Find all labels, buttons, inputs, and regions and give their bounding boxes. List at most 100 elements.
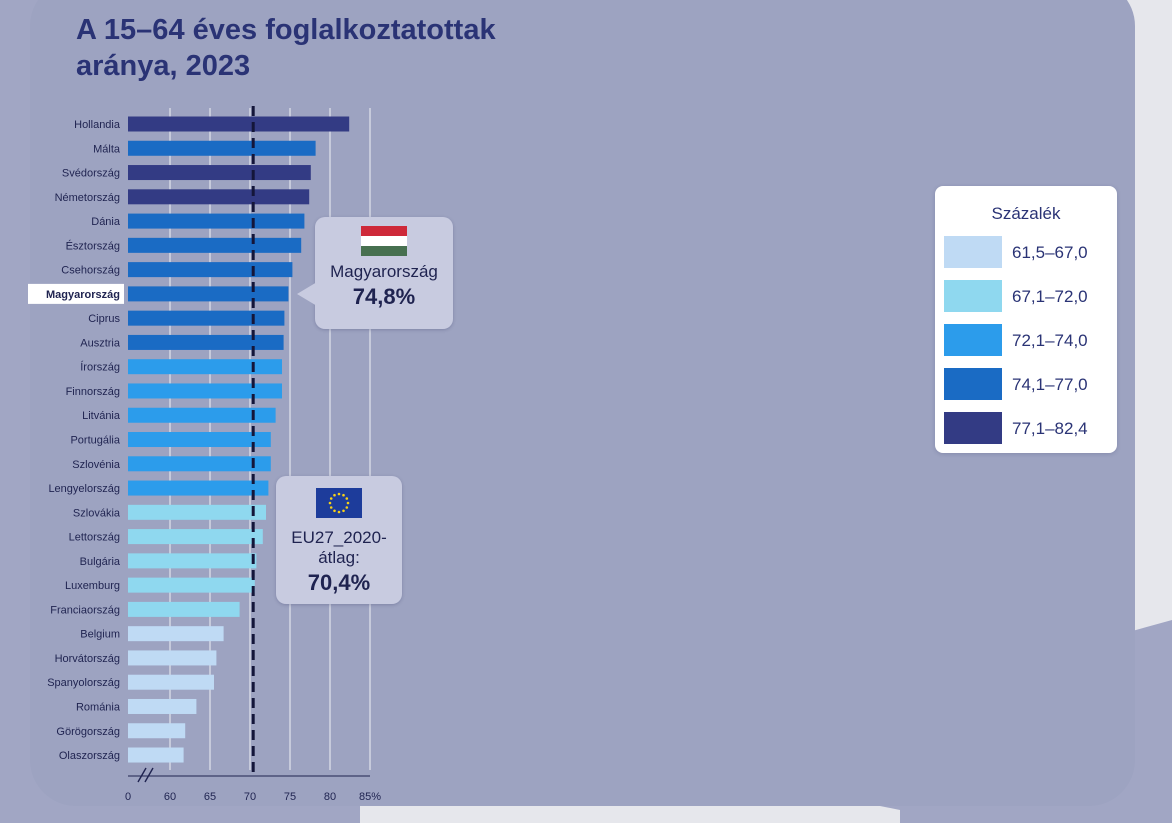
legend-swatch [944, 324, 1002, 356]
category-label: Franciaország [50, 604, 120, 616]
category-label: Svédország [62, 168, 120, 180]
eu-flag-icon [316, 488, 362, 518]
x-tick-label: 75 [284, 791, 296, 803]
eu-callout-name: EU27_2020- átlag: [276, 528, 402, 568]
category-label: Görögország [56, 726, 120, 738]
bar [128, 141, 316, 156]
eu-star-icon [342, 509, 345, 512]
legend-swatch [944, 280, 1002, 312]
eu-average-callout: EU27_2020- átlag: 70,4% [276, 476, 402, 604]
x-tick-label: 80 [324, 791, 336, 803]
category-label: Dánia [91, 216, 121, 228]
legend-title: Százalék [935, 204, 1117, 224]
category-label: Románia [76, 701, 121, 713]
category-label: Málta [93, 143, 121, 155]
bar [128, 675, 214, 690]
legend-swatch [944, 368, 1002, 400]
category-label: Lettország [69, 532, 120, 544]
legend-swatch [944, 236, 1002, 268]
legend-label: 72,1–74,0 [1012, 331, 1088, 351]
category-label: Bulgária [80, 556, 121, 568]
hungary-callout-value: 74,8% [315, 284, 453, 310]
hungary-callout: Magyarország 74,8% [315, 217, 453, 329]
category-label: Luxemburg [65, 580, 120, 592]
x-tick-label: 0 [125, 791, 131, 803]
bar [128, 699, 196, 714]
bar [128, 553, 256, 568]
bar [128, 650, 216, 665]
bar [128, 748, 184, 763]
bar [128, 165, 311, 180]
eu-star-icon [338, 511, 341, 514]
category-label: Finnország [66, 386, 120, 398]
eu-star-icon [345, 497, 348, 500]
eu-star-icon [329, 502, 332, 505]
bar [128, 456, 271, 471]
legend-item: 67,1–72,0 [944, 280, 1114, 312]
legend-item: 74,1–77,0 [944, 368, 1114, 400]
eu-star-icon [345, 506, 348, 509]
hungary-callout-name: Magyarország [315, 262, 453, 282]
legend-label: 61,5–67,0 [1012, 243, 1088, 263]
eu-star-icon [338, 493, 341, 496]
bar [128, 335, 284, 350]
category-label: Belgium [80, 629, 120, 641]
category-label: Magyarország [46, 289, 120, 301]
axis-break-icon [138, 768, 153, 782]
x-axis: 0 60 65 70 75 80 85% [125, 768, 381, 803]
bar [128, 238, 301, 253]
category-label: Írország [80, 361, 120, 374]
eu-callout-value: 70,4% [276, 570, 402, 596]
bar [128, 383, 282, 398]
eu-star-icon [333, 494, 336, 497]
legend-item: 72,1–74,0 [944, 324, 1114, 356]
category-label: Hollandia [74, 119, 121, 131]
bar-chart: Hollandia Málta Svédország Németország Dánia… [0, 0, 420, 823]
bar [128, 602, 240, 617]
legend-label: 74,1–77,0 [1012, 375, 1088, 395]
category-label: Olaszország [59, 750, 120, 762]
bar [128, 723, 185, 738]
category-label: Lengyelország [48, 483, 120, 495]
category-label: Németország [55, 192, 120, 204]
bar [128, 286, 288, 301]
legend-item: 77,1–82,4 [944, 412, 1114, 444]
x-tick-label: 60 [164, 791, 176, 803]
category-label: Szlovénia [72, 459, 121, 471]
legend-label: 67,1–72,0 [1012, 287, 1088, 307]
category-label: Csehország [61, 265, 120, 277]
bars [128, 117, 349, 763]
bar [128, 117, 349, 132]
x-tick-label: 65 [204, 791, 216, 803]
eu-star-icon [330, 506, 333, 509]
hungarian-flag-icon [361, 226, 407, 256]
eu-star-icon [347, 502, 350, 505]
category-labels: Hollandia Málta Svédország Németország Dánia… [46, 119, 121, 762]
category-label: Horvátország [55, 653, 120, 665]
x-tick-label: 70 [244, 791, 256, 803]
category-label: Portugália [70, 435, 120, 447]
bar [128, 505, 266, 520]
legend-swatch [944, 412, 1002, 444]
bar [128, 626, 224, 641]
bar [128, 214, 304, 229]
bar [128, 189, 309, 204]
category-label: Litvánia [82, 410, 121, 422]
category-label: Spanyolország [47, 677, 120, 689]
bar [128, 529, 263, 544]
eu-star-icon [333, 509, 336, 512]
bar [128, 481, 268, 496]
category-label: Ciprus [88, 313, 120, 325]
eu-callout-name-line-1: EU27_2020- [291, 528, 386, 547]
x-tick-label: 85% [359, 791, 381, 803]
bar [128, 578, 255, 593]
hungary-callout-pointer [297, 282, 317, 306]
category-label: Szlovákia [73, 507, 121, 519]
map-legend: Százalék 61,5–67,0 67,1–72,0 72,1–74,0 7… [935, 186, 1117, 453]
bar [128, 311, 284, 326]
bar [128, 359, 282, 374]
eu-star-icon [330, 497, 333, 500]
bar [128, 432, 271, 447]
eu-callout-name-line-2: átlag: [318, 548, 360, 567]
